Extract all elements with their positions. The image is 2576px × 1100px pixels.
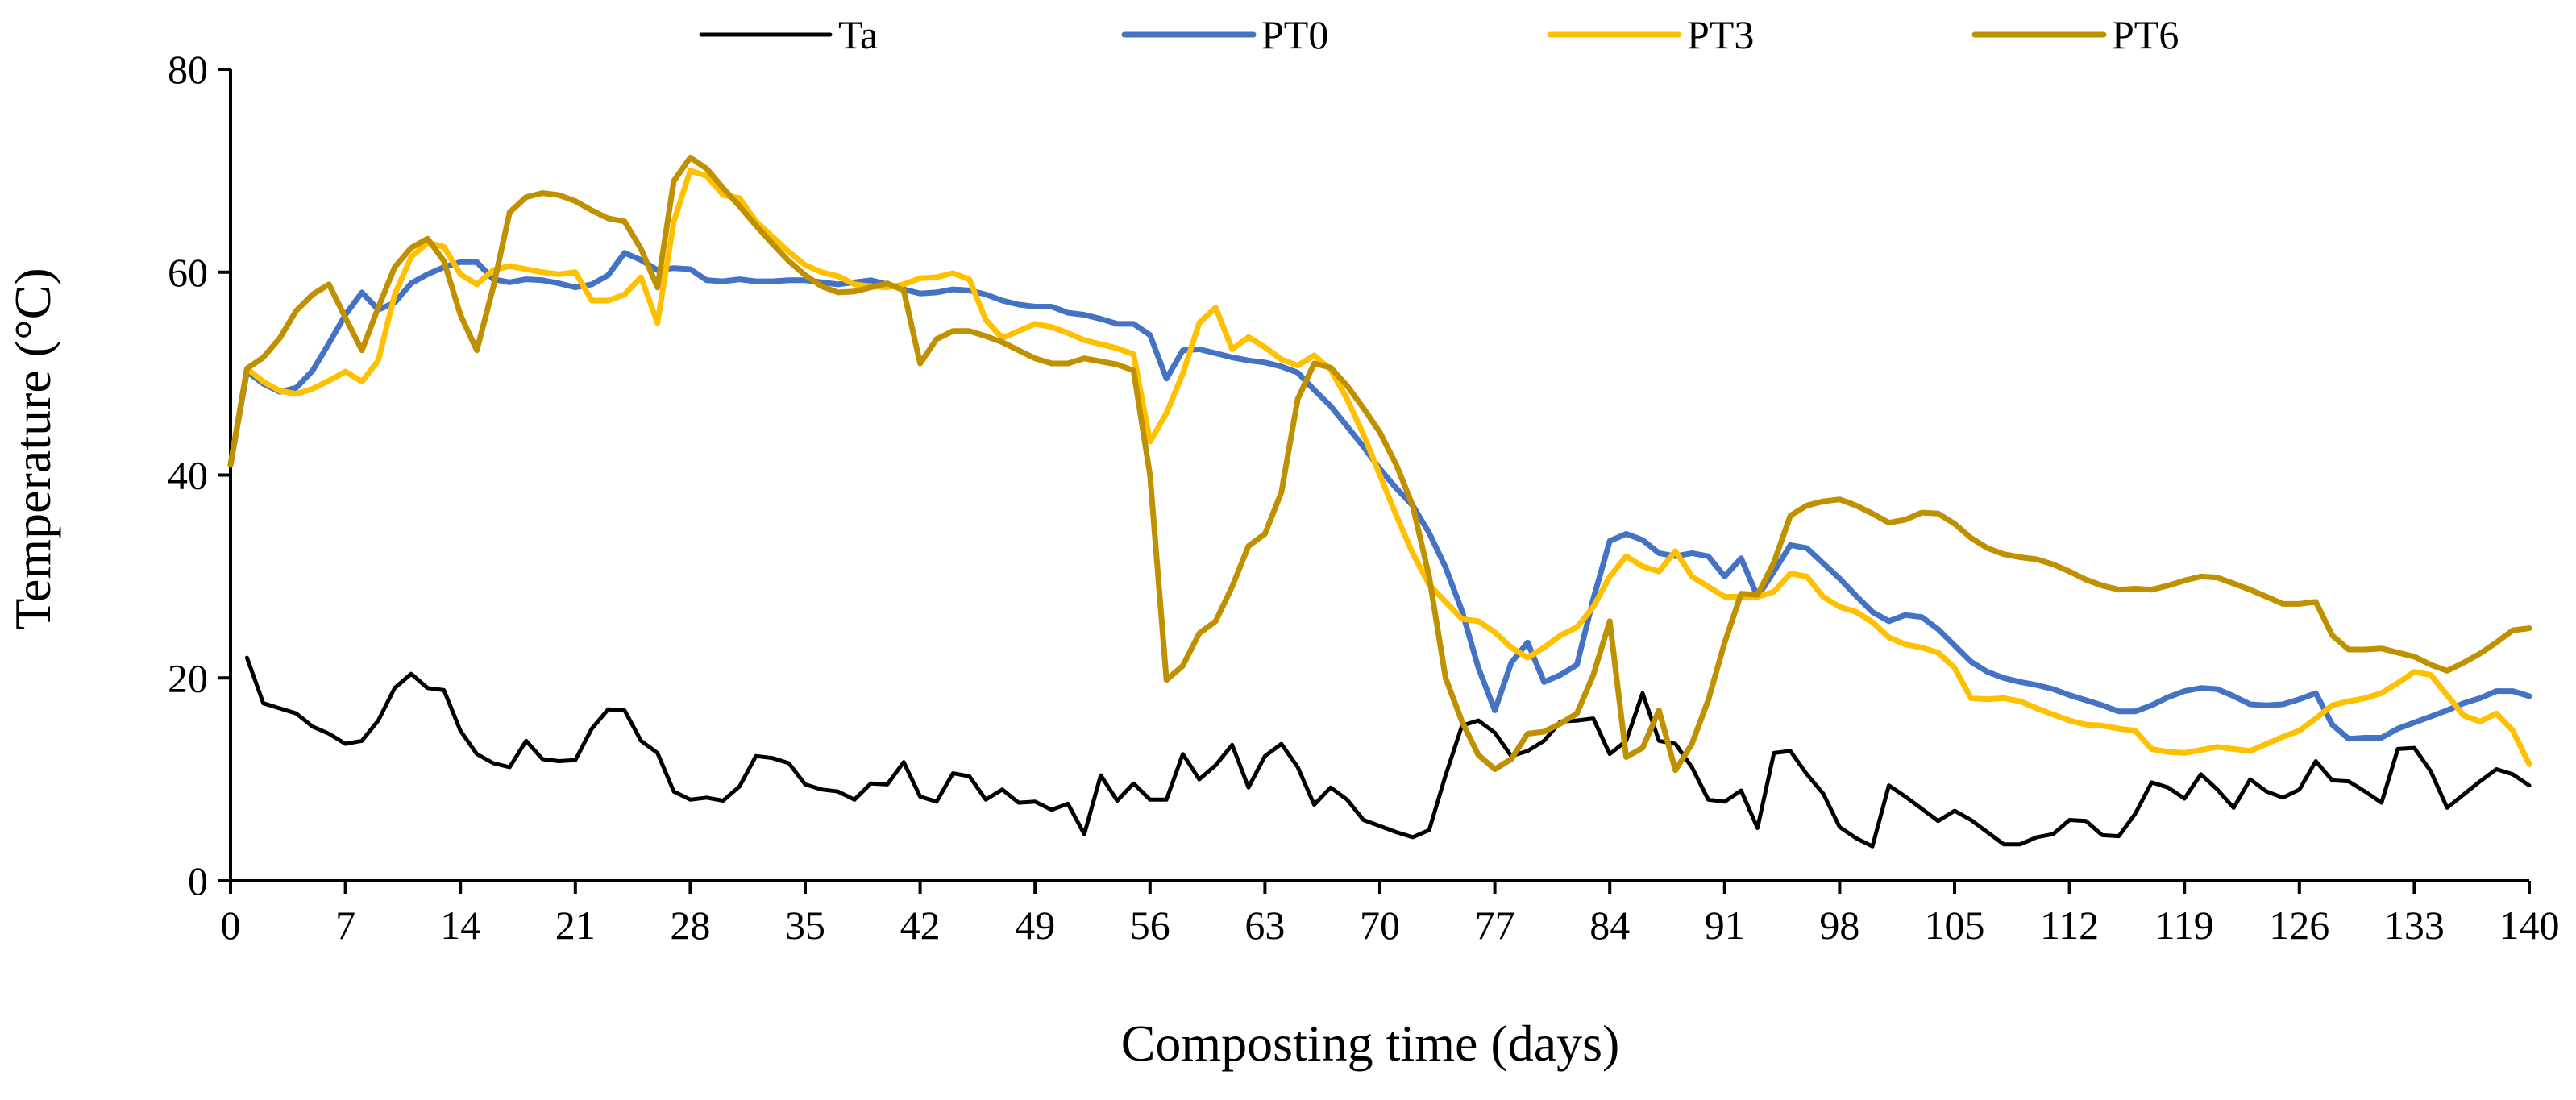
x-tick-label: 112 xyxy=(2040,903,2099,948)
legend-label-ta: Ta xyxy=(838,12,878,57)
series-line-pt6 xyxy=(227,155,2532,774)
x-tick-label: 105 xyxy=(1925,903,1985,948)
series-line-pt3 xyxy=(227,168,2532,767)
y-axis: 0 20 40 60 80 xyxy=(168,47,232,903)
y-tick-label: 80 xyxy=(168,47,208,92)
x-axis: 0 7 14 21 28 35 42 49 56 63 70 77 84 91 98 105 112 119 126… xyxy=(221,879,2560,948)
legend-label-pt0: PT0 xyxy=(1261,12,1328,57)
x-tick-label: 56 xyxy=(1130,903,1170,948)
series-line-ta xyxy=(244,655,2532,849)
x-tick-label: 119 xyxy=(2155,903,2214,948)
y-tick-label: 20 xyxy=(168,655,208,700)
x-tick-label: 133 xyxy=(2384,903,2445,948)
x-tick-label: 35 xyxy=(785,903,825,948)
x-tick-label: 140 xyxy=(2499,903,2560,948)
x-tick-label: 7 xyxy=(335,903,355,948)
y-tick-label: 40 xyxy=(168,453,208,498)
x-tick-label: 0 xyxy=(221,903,241,948)
x-tick-label: 42 xyxy=(900,903,941,948)
x-tick-label: 91 xyxy=(1705,903,1745,948)
x-tick-label: 126 xyxy=(2269,903,2329,948)
legend-label-pt3: PT3 xyxy=(1687,12,1754,57)
series-layer xyxy=(227,155,2532,849)
x-tick-label: 21 xyxy=(555,903,596,948)
x-tick-label: 84 xyxy=(1589,903,1630,948)
x-tick-label: 70 xyxy=(1360,903,1400,948)
x-tick-label: 49 xyxy=(1015,903,1055,948)
x-tick-label: 14 xyxy=(440,903,480,948)
series-line-pt0 xyxy=(227,250,2532,742)
x-tick-label: 98 xyxy=(1819,903,1859,948)
y-tick-label: 60 xyxy=(168,250,208,295)
x-axis-title: Composting time (days) xyxy=(1121,1015,1620,1072)
legend: Ta PT0 PT3 PT6 xyxy=(699,12,2179,57)
x-tick-label: 77 xyxy=(1475,903,1515,948)
y-axis-title: Temperature (°C) xyxy=(4,268,61,629)
x-tick-label: 28 xyxy=(670,903,710,948)
y-tick-label: 0 xyxy=(188,858,208,903)
x-tick-label: 63 xyxy=(1244,903,1285,948)
legend-label-pt6: PT6 xyxy=(2112,12,2179,57)
